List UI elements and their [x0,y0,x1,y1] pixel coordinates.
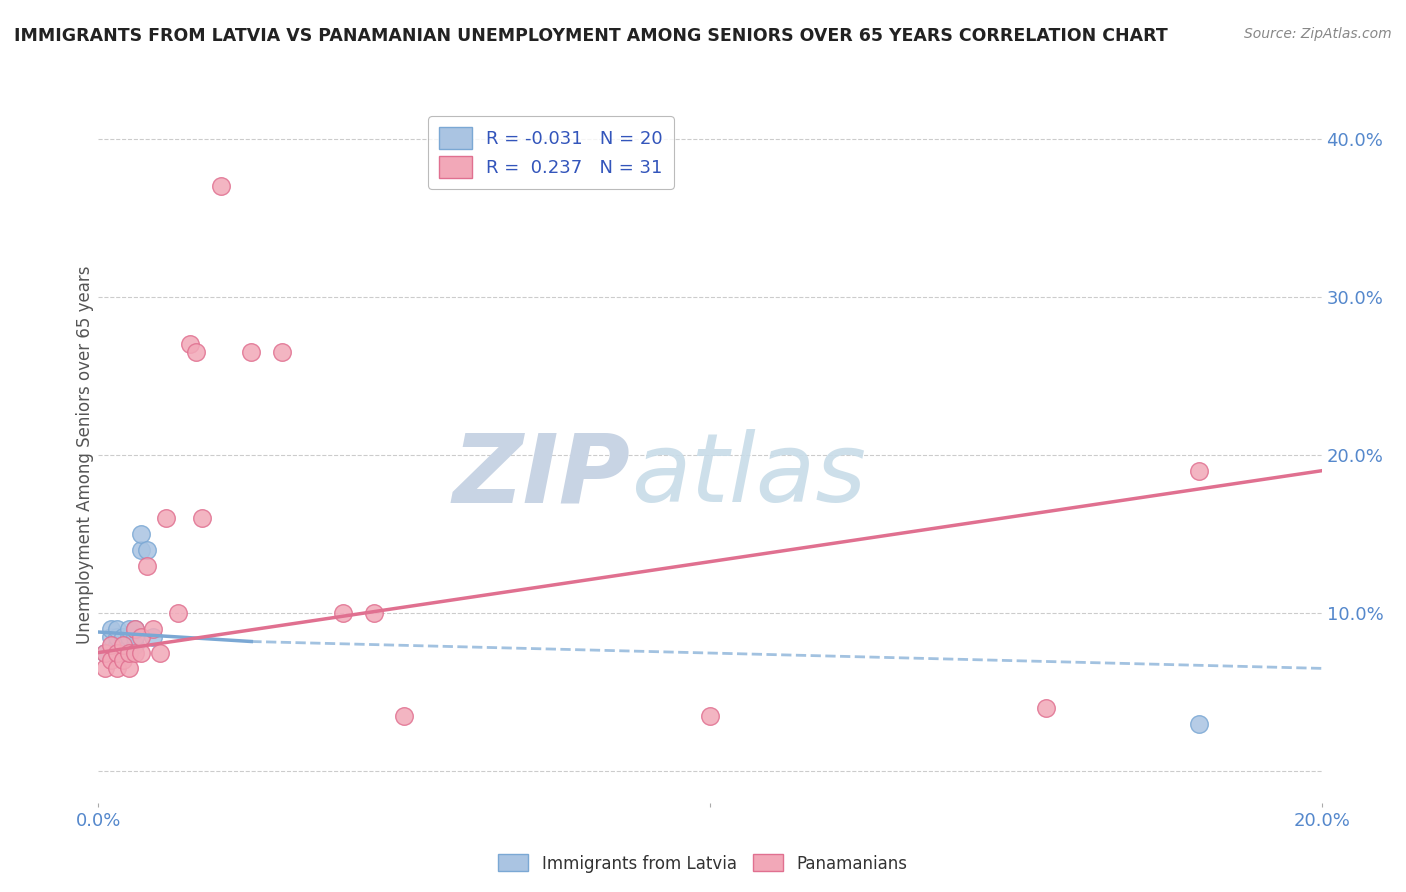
Point [186,345,208,359]
Point [93,646,115,660]
Point [240,345,263,359]
Point [155,511,177,525]
Point [118,638,141,652]
Point [270,345,292,359]
Point [124,638,146,652]
Point [118,661,141,675]
Point [124,630,146,644]
Point [167,606,190,620]
Point [1188,716,1211,731]
Point [129,542,152,557]
Point [100,638,122,652]
Point [111,638,134,652]
Point [105,630,128,644]
Point [105,646,128,660]
Point [129,646,152,660]
Y-axis label: Unemployment Among Seniors over 65 years: Unemployment Among Seniors over 65 years [76,266,94,644]
Point [111,646,134,660]
Point [142,622,165,636]
Point [93,646,115,660]
Point [124,622,146,636]
Point [209,179,232,194]
Point [124,646,146,660]
Point [1188,464,1211,478]
Point [363,606,385,620]
Point [136,558,159,573]
Text: atlas: atlas [630,429,866,523]
Point [111,653,134,667]
Point [129,630,152,644]
Point [93,661,115,675]
Point [100,653,122,667]
Point [118,630,141,644]
Point [142,630,165,644]
Point [191,511,214,525]
Point [111,638,134,652]
Point [699,708,721,723]
Point [100,622,122,636]
Point [100,630,122,644]
Point [392,708,416,723]
Point [124,622,146,636]
Point [118,622,141,636]
Point [179,337,201,351]
Point [136,542,159,557]
Text: IMMIGRANTS FROM LATVIA VS PANAMANIAN UNEMPLOYMENT AMONG SENIORS OVER 65 YEARS CO: IMMIGRANTS FROM LATVIA VS PANAMANIAN UNE… [14,27,1168,45]
Text: Source: ZipAtlas.com: Source: ZipAtlas.com [1244,27,1392,41]
Point [149,646,172,660]
Point [129,527,152,541]
Point [111,630,134,644]
Point [105,622,128,636]
Point [332,606,354,620]
Point [105,638,128,652]
Point [105,661,128,675]
Legend: Immigrants from Latvia, Panamanians: Immigrants from Latvia, Panamanians [492,847,914,880]
Point [1035,701,1057,715]
Legend: R = -0.031   N = 20, R =  0.237   N = 31: R = -0.031 N = 20, R = 0.237 N = 31 [429,116,673,189]
Point [118,646,141,660]
Text: ZIP: ZIP [453,429,630,523]
